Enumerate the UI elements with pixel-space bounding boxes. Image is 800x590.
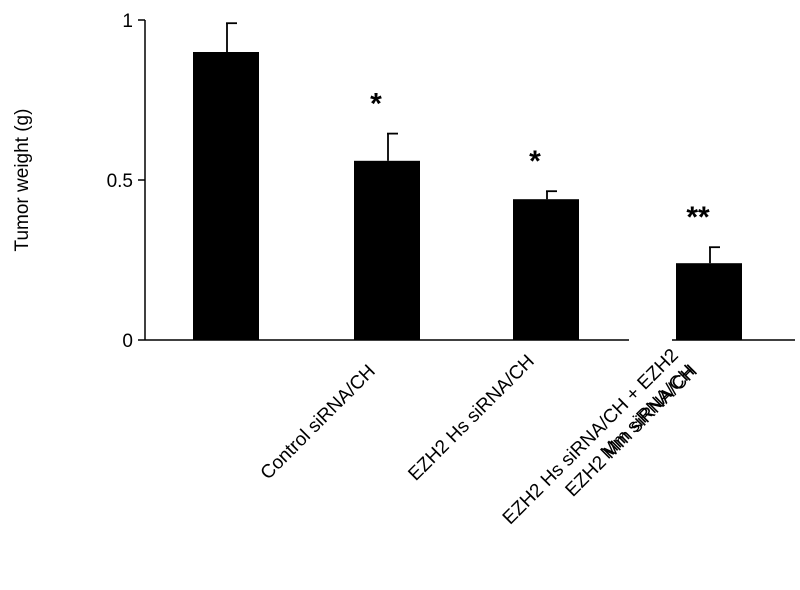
y-tick-label: 0: [122, 331, 133, 352]
bars: ****: [193, 22, 742, 340]
significance-marker: **: [686, 201, 710, 234]
bar: [354, 160, 420, 340]
y-axis-label: Tumor weight (g): [12, 109, 33, 252]
bar: [676, 263, 742, 340]
y-tick-label: 0.5: [107, 171, 133, 192]
y-tick-label: 1: [122, 11, 133, 32]
x-tick-label-line: Control siRNA/CH: [257, 361, 380, 484]
significance-marker: *: [370, 88, 382, 121]
x-tick-label: EZH2 Hs siRNA/CH: [404, 351, 538, 485]
x-tick-label: Control siRNA/CH: [257, 361, 380, 484]
bar: [193, 52, 259, 340]
significance-marker: *: [529, 145, 541, 178]
x-tick-label-line: EZH2 Hs siRNA/CH: [404, 351, 538, 485]
labels: Control siRNA/CH EZH2 Hs siRNA/CH EZH2 Mm …: [257, 345, 702, 529]
bar: [513, 199, 579, 340]
